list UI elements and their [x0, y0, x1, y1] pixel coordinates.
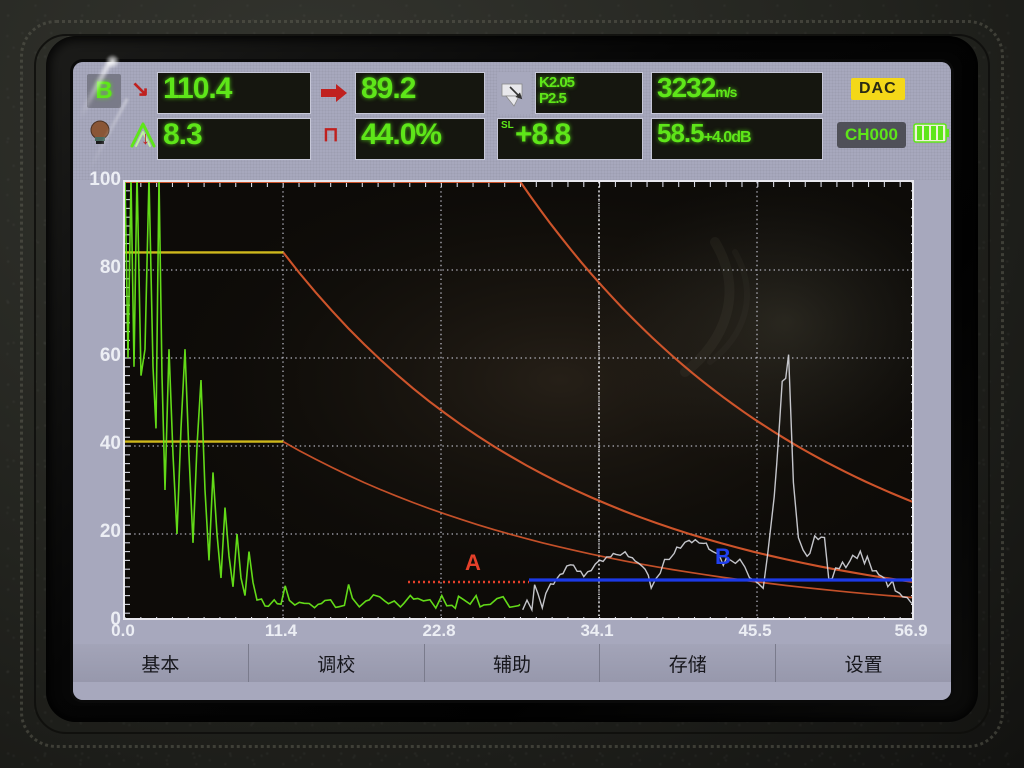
svg-text:A: A [465, 550, 481, 575]
svg-text:B: B [715, 544, 731, 569]
